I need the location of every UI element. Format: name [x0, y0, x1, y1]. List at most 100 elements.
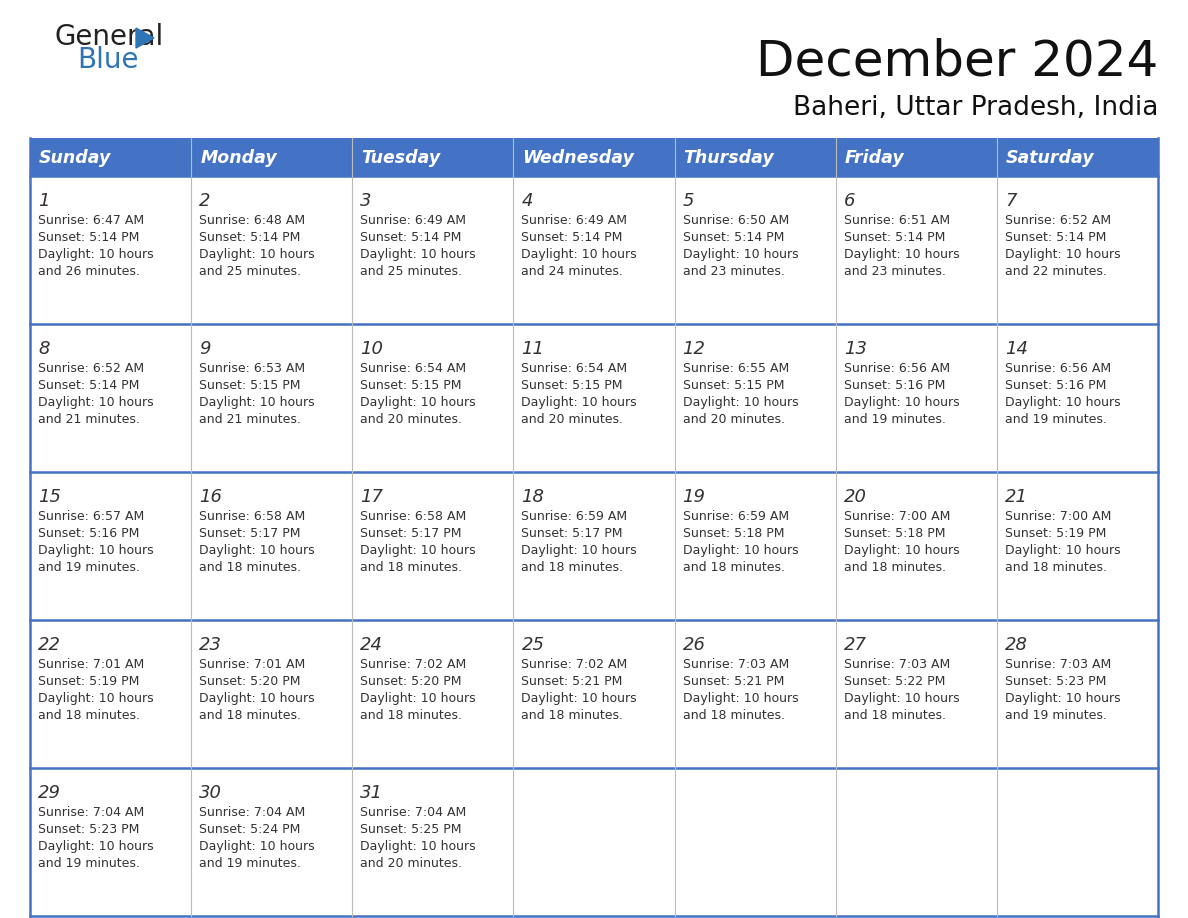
- Text: 3: 3: [360, 192, 372, 210]
- Text: Daylight: 10 hours: Daylight: 10 hours: [200, 692, 315, 705]
- Text: Friday: Friday: [845, 149, 904, 167]
- Bar: [835, 472, 997, 620]
- Text: Sunset: 5:14 PM: Sunset: 5:14 PM: [200, 231, 301, 244]
- Bar: [353, 472, 513, 620]
- Bar: [30, 324, 191, 472]
- Text: Sunrise: 6:58 AM: Sunrise: 6:58 AM: [360, 510, 467, 523]
- Text: Sunset: 5:17 PM: Sunset: 5:17 PM: [522, 527, 623, 540]
- Bar: [191, 176, 353, 324]
- Text: Sunset: 5:16 PM: Sunset: 5:16 PM: [1005, 379, 1106, 392]
- Text: Daylight: 10 hours: Daylight: 10 hours: [360, 840, 476, 853]
- Bar: [997, 176, 1158, 324]
- Text: Sunset: 5:23 PM: Sunset: 5:23 PM: [38, 823, 139, 836]
- Text: Monday: Monday: [200, 149, 277, 167]
- Bar: [835, 138, 997, 176]
- Bar: [513, 176, 675, 324]
- Text: Daylight: 10 hours: Daylight: 10 hours: [522, 544, 637, 557]
- Text: and 18 minutes.: and 18 minutes.: [200, 561, 301, 574]
- Bar: [353, 176, 513, 324]
- Text: Sunrise: 6:49 AM: Sunrise: 6:49 AM: [360, 214, 466, 227]
- Text: and 19 minutes.: and 19 minutes.: [200, 857, 301, 870]
- Bar: [675, 620, 835, 768]
- Bar: [513, 768, 675, 916]
- Bar: [191, 324, 353, 472]
- Text: Sunset: 5:15 PM: Sunset: 5:15 PM: [200, 379, 301, 392]
- Text: Sunrise: 6:59 AM: Sunrise: 6:59 AM: [683, 510, 789, 523]
- Text: 28: 28: [1005, 636, 1028, 654]
- Text: and 18 minutes.: and 18 minutes.: [360, 561, 462, 574]
- Text: Sunrise: 7:00 AM: Sunrise: 7:00 AM: [1005, 510, 1111, 523]
- Text: Daylight: 10 hours: Daylight: 10 hours: [843, 248, 960, 261]
- Text: Sunrise: 7:04 AM: Sunrise: 7:04 AM: [38, 806, 144, 819]
- Text: 14: 14: [1005, 340, 1028, 358]
- Text: Sunset: 5:25 PM: Sunset: 5:25 PM: [360, 823, 462, 836]
- Text: Sunrise: 6:50 AM: Sunrise: 6:50 AM: [683, 214, 789, 227]
- Bar: [675, 324, 835, 472]
- Text: Sunrise: 7:04 AM: Sunrise: 7:04 AM: [360, 806, 467, 819]
- Text: Sunset: 5:24 PM: Sunset: 5:24 PM: [200, 823, 301, 836]
- Text: Thursday: Thursday: [683, 149, 775, 167]
- Text: 22: 22: [38, 636, 61, 654]
- Text: Daylight: 10 hours: Daylight: 10 hours: [683, 248, 798, 261]
- Bar: [191, 472, 353, 620]
- Text: 27: 27: [843, 636, 867, 654]
- Text: Sunset: 5:14 PM: Sunset: 5:14 PM: [1005, 231, 1106, 244]
- Text: Sunrise: 7:03 AM: Sunrise: 7:03 AM: [1005, 658, 1111, 671]
- Text: and 23 minutes.: and 23 minutes.: [843, 265, 946, 278]
- Text: and 19 minutes.: and 19 minutes.: [1005, 413, 1107, 426]
- Text: 8: 8: [38, 340, 50, 358]
- Text: and 18 minutes.: and 18 minutes.: [843, 709, 946, 722]
- Text: and 18 minutes.: and 18 minutes.: [683, 561, 784, 574]
- Text: and 21 minutes.: and 21 minutes.: [38, 413, 140, 426]
- Text: Daylight: 10 hours: Daylight: 10 hours: [38, 692, 153, 705]
- Text: Sunrise: 6:53 AM: Sunrise: 6:53 AM: [200, 362, 305, 375]
- Text: Sunrise: 6:52 AM: Sunrise: 6:52 AM: [38, 362, 144, 375]
- Text: 15: 15: [38, 488, 61, 506]
- Text: 24: 24: [360, 636, 384, 654]
- Text: Daylight: 10 hours: Daylight: 10 hours: [843, 396, 960, 409]
- Text: 6: 6: [843, 192, 855, 210]
- Text: Sunset: 5:23 PM: Sunset: 5:23 PM: [1005, 675, 1106, 688]
- Text: Sunrise: 6:54 AM: Sunrise: 6:54 AM: [360, 362, 467, 375]
- Text: Sunrise: 6:51 AM: Sunrise: 6:51 AM: [843, 214, 950, 227]
- Text: Sunset: 5:14 PM: Sunset: 5:14 PM: [38, 379, 139, 392]
- Text: Sunrise: 7:01 AM: Sunrise: 7:01 AM: [38, 658, 144, 671]
- Bar: [191, 768, 353, 916]
- Text: and 18 minutes.: and 18 minutes.: [522, 561, 624, 574]
- Text: Sunset: 5:14 PM: Sunset: 5:14 PM: [843, 231, 946, 244]
- Bar: [997, 620, 1158, 768]
- Text: Sunset: 5:19 PM: Sunset: 5:19 PM: [1005, 527, 1106, 540]
- Text: and 19 minutes.: and 19 minutes.: [1005, 709, 1107, 722]
- Text: Sunset: 5:14 PM: Sunset: 5:14 PM: [683, 231, 784, 244]
- Text: and 18 minutes.: and 18 minutes.: [360, 709, 462, 722]
- Text: Daylight: 10 hours: Daylight: 10 hours: [683, 692, 798, 705]
- Bar: [835, 620, 997, 768]
- Bar: [30, 620, 191, 768]
- Text: 17: 17: [360, 488, 384, 506]
- Bar: [191, 620, 353, 768]
- Text: Daylight: 10 hours: Daylight: 10 hours: [522, 248, 637, 261]
- Text: Sunrise: 6:54 AM: Sunrise: 6:54 AM: [522, 362, 627, 375]
- Text: Sunset: 5:15 PM: Sunset: 5:15 PM: [522, 379, 623, 392]
- Text: Daylight: 10 hours: Daylight: 10 hours: [843, 544, 960, 557]
- Text: December 2024: December 2024: [756, 38, 1158, 86]
- Text: and 19 minutes.: and 19 minutes.: [38, 857, 140, 870]
- Bar: [513, 324, 675, 472]
- Text: Daylight: 10 hours: Daylight: 10 hours: [1005, 396, 1120, 409]
- Text: Sunrise: 7:02 AM: Sunrise: 7:02 AM: [522, 658, 627, 671]
- Bar: [835, 324, 997, 472]
- Text: and 23 minutes.: and 23 minutes.: [683, 265, 784, 278]
- Bar: [30, 768, 191, 916]
- Text: Daylight: 10 hours: Daylight: 10 hours: [360, 396, 476, 409]
- Text: 18: 18: [522, 488, 544, 506]
- Text: Sunrise: 7:00 AM: Sunrise: 7:00 AM: [843, 510, 950, 523]
- Text: Sunset: 5:16 PM: Sunset: 5:16 PM: [843, 379, 946, 392]
- Text: and 22 minutes.: and 22 minutes.: [1005, 265, 1107, 278]
- Text: Daylight: 10 hours: Daylight: 10 hours: [38, 396, 153, 409]
- Text: Daylight: 10 hours: Daylight: 10 hours: [522, 692, 637, 705]
- Text: and 26 minutes.: and 26 minutes.: [38, 265, 140, 278]
- Text: Sunrise: 7:03 AM: Sunrise: 7:03 AM: [843, 658, 950, 671]
- Text: 12: 12: [683, 340, 706, 358]
- Text: Daylight: 10 hours: Daylight: 10 hours: [843, 692, 960, 705]
- Text: Daylight: 10 hours: Daylight: 10 hours: [200, 544, 315, 557]
